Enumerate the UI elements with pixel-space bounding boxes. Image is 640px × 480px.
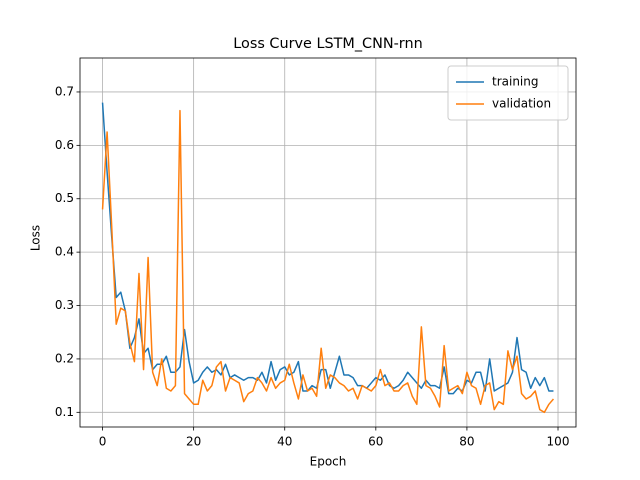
x-tick-label: 0 [99,435,107,449]
y-tick-label: 0.3 [55,298,74,312]
legend-label: validation [492,97,551,111]
x-axis-label: Epoch [310,455,347,469]
chart-title: Loss Curve LSTM_CNN-rnn [233,36,422,52]
legend-label: training [492,75,539,89]
x-tick-label: 80 [459,435,474,449]
legend-box [447,65,569,121]
legend: training validation [447,65,569,121]
plot-frame [79,57,577,428]
y-tick-label: 0.6 [55,138,74,152]
x-tick-label: 40 [277,435,292,449]
x-tick-label: 20 [186,435,201,449]
line-series [101,109,555,414]
x-tick-label: 60 [368,435,383,449]
y-tick-label: 0.4 [55,245,74,259]
y-axis-label: Loss [29,225,43,251]
y-tick-label: 0.1 [55,405,74,419]
y-tick-label: 0.2 [55,351,74,365]
y-tick-label: 0.7 [55,84,74,98]
line-series [101,102,554,395]
x-tick-label: 100 [547,435,570,449]
y-tick-label: 0.5 [55,191,74,205]
